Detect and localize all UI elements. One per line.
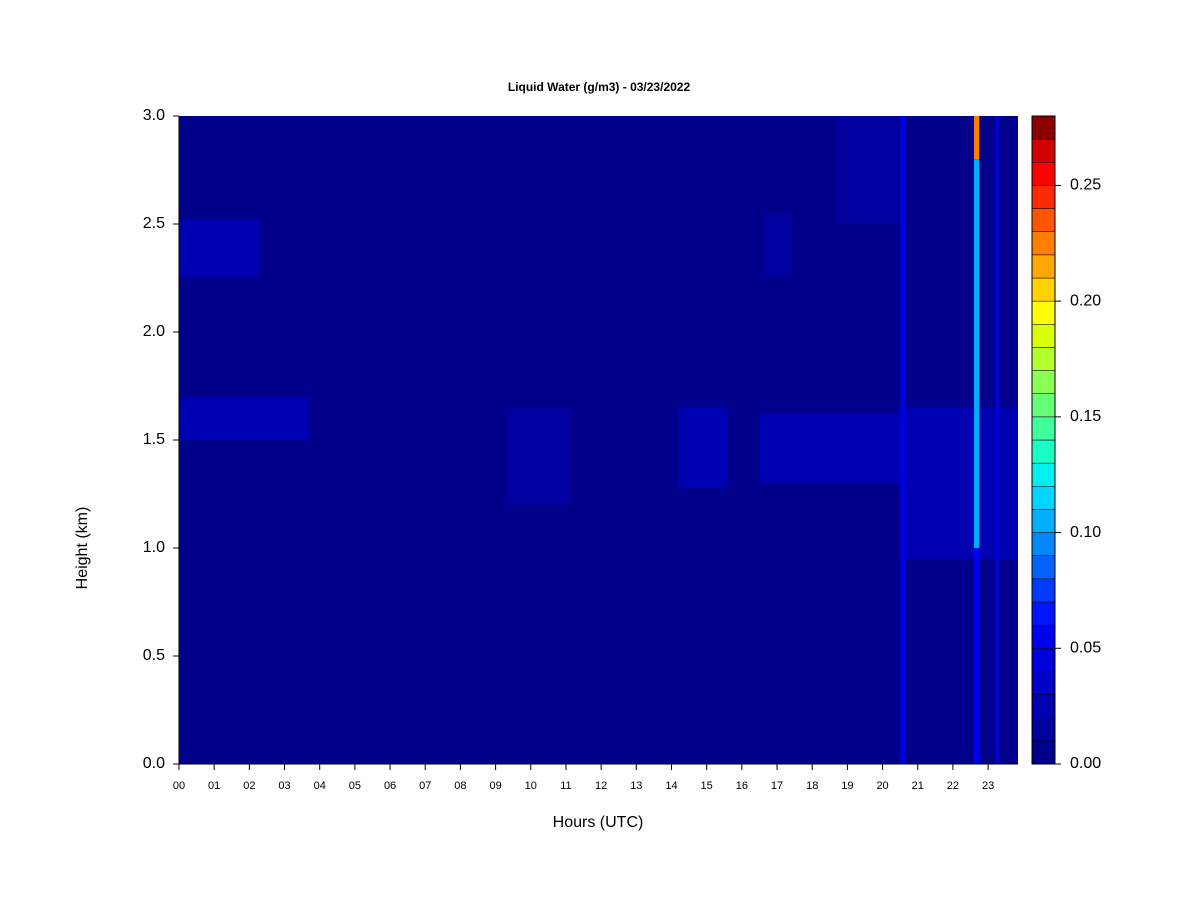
colorbar-cell — [1031, 138, 1056, 163]
y-tick-label: 0.5 — [143, 647, 165, 664]
y-tick-label: 2.0 — [143, 323, 165, 340]
heat-patch — [762, 213, 792, 278]
y-axis-label: Height (km) — [74, 507, 91, 590]
heat-patch — [506, 407, 570, 505]
x-tick-label: 00 — [173, 780, 185, 792]
y-tick-label: 2.5 — [143, 215, 165, 232]
y-tick-label: 1.0 — [143, 539, 165, 556]
y-tick-label: 1.5 — [143, 431, 165, 448]
colorbar-cell — [1031, 740, 1056, 765]
colorbar-tick-label: 0.15 — [1070, 408, 1101, 425]
x-tick-label: 09 — [489, 780, 501, 792]
x-tick-label: 01 — [208, 780, 220, 792]
x-tick-label: 18 — [806, 780, 818, 792]
x-tick-label: 08 — [454, 780, 466, 792]
x-tick-label: 02 — [243, 780, 255, 792]
x-tick-label: 11 — [560, 780, 571, 792]
colorbar-cell — [1031, 162, 1056, 186]
colorbar-cell — [1031, 509, 1056, 533]
colorbar-cell — [1031, 694, 1056, 718]
colorbar-cell — [1031, 462, 1056, 487]
x-tick-label: 19 — [841, 780, 853, 792]
colorbar-cell — [1031, 324, 1056, 348]
x-tick-label: 10 — [525, 780, 537, 792]
colorbar-cell — [1031, 393, 1056, 418]
heat-patch — [900, 116, 906, 764]
heat-patch — [974, 159, 980, 548]
colorbar-cell — [1031, 717, 1056, 742]
chart-title: Liquid Water (g/m3) - 03/23/2022 — [508, 80, 691, 94]
heat-patch — [836, 116, 901, 224]
colorbar-tick-label: 0.00 — [1070, 755, 1101, 772]
x-tick-label: 22 — [947, 780, 959, 792]
x-tick-label: 04 — [314, 780, 326, 792]
colorbar-tick-label: 0.20 — [1070, 292, 1101, 309]
x-tick-label: 14 — [665, 780, 677, 792]
colorbar-cell — [1031, 671, 1056, 695]
x-tick-label: 16 — [736, 780, 748, 792]
heat-patch — [974, 116, 980, 160]
y-tick-label: 0.0 — [143, 755, 165, 772]
colorbar-tick-label: 0.25 — [1070, 177, 1101, 194]
colorbar-tick-label: 0.05 — [1070, 640, 1101, 657]
colorbar-cell — [1031, 254, 1056, 279]
colorbar-cell — [1031, 208, 1056, 232]
colorbar-cell — [1031, 601, 1056, 626]
colorbar-cell — [1031, 532, 1056, 556]
y-tick-label: 3.0 — [143, 107, 165, 124]
heat-patch — [995, 116, 999, 764]
colorbar-cell — [1031, 578, 1056, 603]
colorbar-cell — [1031, 555, 1056, 580]
colorbar-cell — [1031, 185, 1056, 209]
colorbar-cell — [1031, 347, 1056, 371]
x-tick-label: 15 — [701, 780, 713, 792]
colorbar-tick-label: 0.10 — [1070, 524, 1101, 541]
x-tick-label: 05 — [349, 780, 361, 792]
colorbar-cell — [1031, 648, 1056, 672]
x-tick-label: 23 — [982, 780, 994, 792]
colorbar-cell — [1031, 277, 1056, 302]
x-tick-label: 07 — [419, 780, 431, 792]
colorbar-cell — [1031, 439, 1056, 464]
colorbar-cell — [1031, 115, 1056, 140]
heat-patch — [900, 407, 1018, 559]
x-tick-label: 17 — [771, 780, 783, 792]
colorbar-cell — [1031, 370, 1056, 394]
x-tick-label: 06 — [384, 780, 396, 792]
heat-patch — [179, 396, 310, 440]
colorbar-cell — [1031, 300, 1056, 325]
x-tick-label: 21 — [912, 780, 924, 792]
x-axis-label: Hours (UTC) — [553, 814, 644, 831]
heat-patch — [759, 414, 901, 484]
x-tick-label: 03 — [278, 780, 290, 792]
heat-patch — [179, 219, 260, 278]
x-tick-label: 13 — [630, 780, 642, 792]
colorbar-cell — [1031, 231, 1056, 256]
x-tick-label: 12 — [595, 780, 607, 792]
colorbar-cell — [1031, 486, 1056, 510]
colorbar-cell — [1031, 416, 1056, 441]
colorbar-frame — [1031, 115, 1056, 765]
x-tick-label: 20 — [876, 780, 888, 792]
colorbar-cell — [1031, 624, 1056, 649]
heat-patch — [678, 407, 728, 488]
